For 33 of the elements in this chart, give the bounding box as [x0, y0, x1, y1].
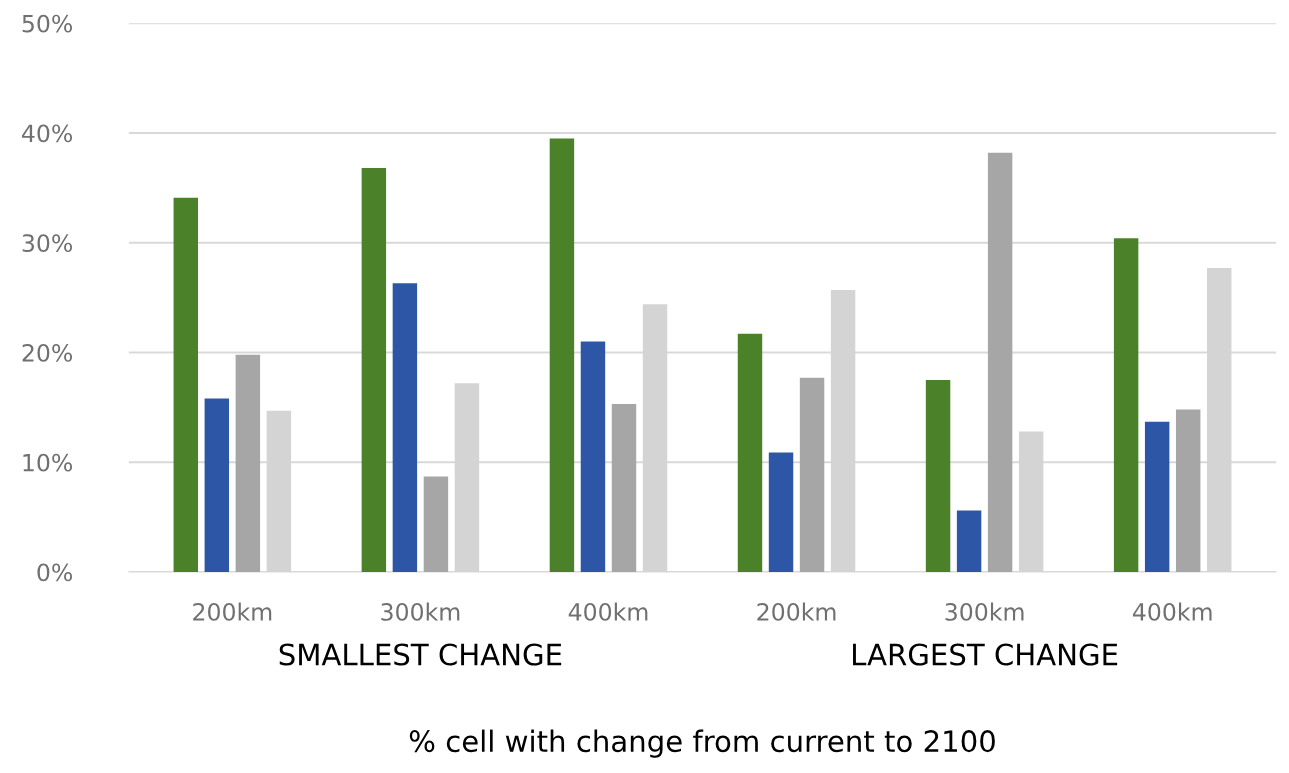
y-tick-label: 10% [23, 453, 73, 472]
x-tick-label: 200km [193, 602, 272, 621]
bar [799, 377, 825, 573]
x-tick-label: 400km [568, 602, 648, 621]
x-tick-label: 300km [945, 602, 1024, 621]
bar [173, 197, 199, 573]
bar [737, 333, 763, 573]
bar [392, 283, 418, 573]
y-tick-label: 40% [22, 124, 73, 143]
x-tick-label: 200km [757, 602, 836, 621]
bar [1144, 421, 1170, 573]
bar [204, 398, 230, 573]
bar [235, 354, 261, 573]
bar [361, 168, 387, 573]
bar [768, 452, 794, 573]
y-tick-label: 0% [37, 563, 73, 582]
bar [1113, 238, 1139, 573]
text: SMALLEST CHANGE [279, 643, 562, 666]
y-tick-label: 30% [22, 234, 73, 253]
x-tick-label: 400km [1132, 602, 1212, 621]
bar [580, 341, 606, 573]
bar [987, 152, 1013, 573]
bar [611, 404, 637, 573]
y-tick-label: 50% [22, 14, 73, 33]
x-axis-title: % cell with change from current to 2100 [409, 729, 995, 758]
bar [423, 476, 449, 573]
x-tick-label: 300km [381, 602, 460, 621]
bar [925, 379, 951, 573]
bar [549, 138, 575, 573]
text: LARGEST CHANGE [853, 643, 1118, 666]
bar [1175, 409, 1201, 573]
bar [956, 510, 982, 573]
y-tick-label: 20% [22, 343, 73, 362]
